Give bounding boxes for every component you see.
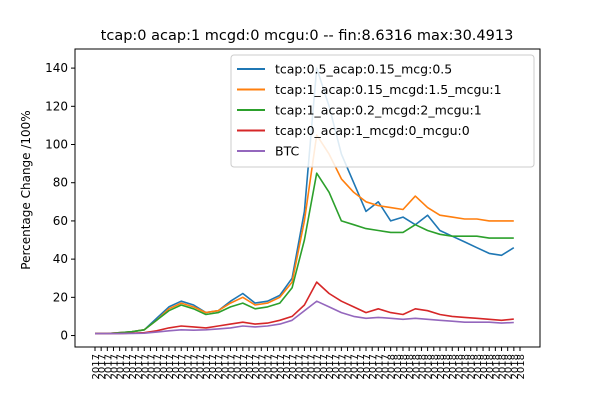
x-tick-label: 2017 [374,354,385,379]
x-tick-label: 2017 [245,354,256,379]
x-tick-label: 2017 [97,354,108,379]
x-tick-label: 2018 [473,354,484,379]
x-tick-label: 2017 [109,354,120,379]
x-tick-label: 2017 [257,354,268,379]
x-tick-label: 2017 [122,354,133,379]
x-tick-label: 2018 [387,354,398,379]
x-tick-label: 2017 [239,354,250,379]
y-tick-label: 40 [53,252,68,266]
x-tick-label: 2018 [448,354,459,379]
x-tick-label: 2017 [362,354,373,379]
x-tick-label: 2018 [454,354,465,379]
x-tick-label: 2018 [405,354,416,379]
x-tick-label: 2018 [399,354,410,379]
x-tick-label: 2017 [344,354,355,379]
x-tick-label: 2017 [319,354,330,379]
x-tick-label: 2018 [417,354,428,379]
x-tick-label: 2018 [430,354,441,379]
x-tick-label: 2017 [263,354,274,379]
series-line-2 [95,134,514,335]
legend-entry-5: BTC [275,144,299,159]
legend-box [230,54,535,168]
x-tick-label: 2017 [220,354,231,379]
x-tick-label: 2017 [294,354,305,379]
x-tick-label: 2017 [368,354,379,379]
x-tick-label: 2017 [153,354,164,379]
x-tick-label: 2017 [313,354,324,379]
x-tick-label: 2017 [146,354,157,379]
x-tick-label: 2017 [331,354,342,379]
y-tick-label: 120 [45,99,68,113]
x-tick-label: 2017 [128,354,139,379]
x-tick-label: 2017 [325,354,336,379]
series-line-5 [95,300,514,335]
y-axis-label: Percentage Change /100% [19,110,33,269]
x-tick-label: 2017 [190,354,201,379]
x-tick-label: 2018 [510,354,521,379]
x-tick-label: 2017 [183,354,194,379]
x-tick-label: 2018 [411,354,422,379]
legend-entry-2: tcap:1_acap:0.15_mcgd:1.5_mcgu:1 [275,82,502,97]
x-tick-label: 2018 [485,354,496,379]
x-tick-label: 2017 [251,354,262,379]
x-tick-label: 2018 [436,354,447,379]
x-tick-label: 2017 [103,354,114,379]
x-tick-label: 2017 [337,354,348,379]
y-tick-label: 140 [45,61,68,75]
x-tick-label: 2018 [393,354,404,379]
x-tick-label: 2017 [233,354,244,379]
series-line-1 [95,67,515,335]
series-line-4 [95,281,514,335]
y-tick-label: 0 [60,329,68,343]
x-tick-label: 2017 [165,354,176,379]
legend: tcap:0.5_acap:0.15_mcg:0.5 tcap:1_acap:0.… [230,54,535,168]
x-tick-label: 2017 [270,354,281,379]
x-tick-label: 2018 [504,354,515,379]
x-tick-label: 2017 [350,354,361,379]
x-tick-label: 2017 [202,354,213,379]
x-tick-label: 2017 [134,354,145,379]
x-tick-label: 2018 [461,354,472,379]
x-tick-label: 2017 [140,354,151,379]
axes-frame [74,48,541,348]
plot-area: 0204060801001201402017201720172017201720… [45,48,541,379]
x-tick-label: 2017 [288,354,299,379]
y-tick-label: 80 [53,176,68,190]
x-tick-label: 2017 [208,354,219,379]
x-tick-label: 2017 [171,354,182,379]
x-tick-label: 2018 [424,354,435,379]
x-tick-label: 2018 [516,354,527,379]
x-tick-label: 2017 [282,354,293,379]
x-tick-label: 2017 [177,354,188,379]
x-tick-label: 2017 [159,354,170,379]
x-tick-label: 2017 [276,354,287,379]
chart-title: tcap:0 acap:1 mcgd:0 mcgu:0 -- fin:8.631… [101,28,514,44]
x-tick-label: 2018 [467,354,478,379]
y-tick-label: 60 [53,214,68,228]
x-tick-label: 2017 [196,354,207,379]
x-tick-label: 2017 [214,354,225,379]
x-tick-label: 2017 [227,354,238,379]
y-tick-label: 20 [53,290,68,304]
legend-entry-4: tcap:0_acap:1_mcgd:0_mcgu:0 [275,123,470,138]
x-tick-label: 2017 [356,354,367,379]
x-tick-label: 2017 [300,354,311,379]
x-tick-label: 2018 [498,354,509,379]
x-tick-label: 2018 [442,354,453,379]
x-tick-label: 2017 [91,354,102,379]
legend-entry-3: tcap:1_acap:0.2_mcgd:2_mcgu:1 [275,103,482,118]
x-tick-label: 2018 [479,354,490,379]
x-tick-label: 2017 [307,354,318,379]
x-tick-label: 2017 [380,354,391,379]
x-tick-label: 2017 [116,354,127,379]
x-tick-label: 2018 [491,354,502,379]
series-line-3 [95,172,514,335]
y-tick-label: 100 [45,138,68,152]
legend-entry-1: tcap:0.5_acap:0.15_mcg:0.5 [275,62,452,77]
